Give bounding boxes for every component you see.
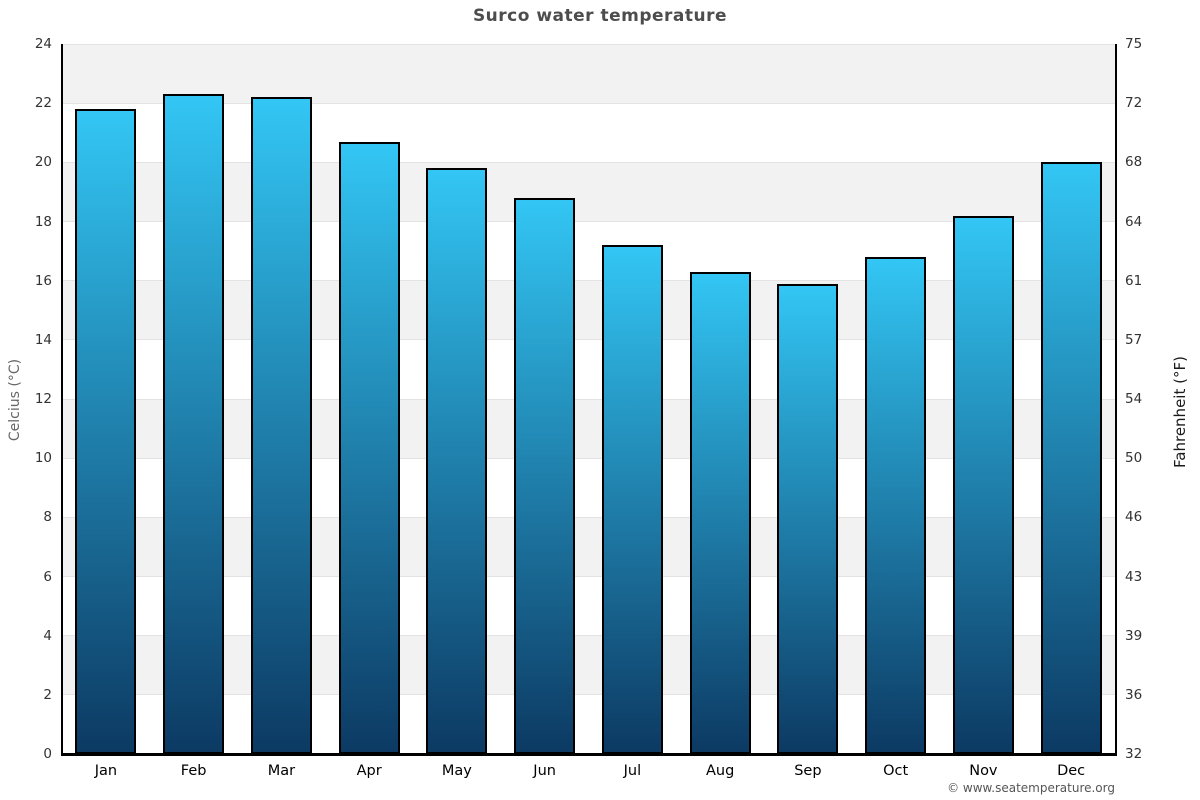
y-tick-label-16c: 16	[34, 272, 52, 289]
y-tick-label-75f: 75	[1125, 36, 1143, 52]
y-tick-label-36f: 36	[1125, 686, 1143, 703]
bar-jul	[601, 245, 663, 754]
background-band	[62, 458, 1115, 518]
x-tick-label-oct: Oct	[883, 763, 909, 779]
gridline	[62, 635, 1115, 637]
bar-nov	[952, 215, 1014, 754]
y-tick-label-6c: 6	[43, 568, 52, 585]
background-band	[62, 280, 1115, 340]
y-tick-label-54f: 54	[1125, 391, 1143, 407]
bar-feb	[163, 94, 225, 754]
background-band	[62, 162, 1115, 222]
y-tick-label-32f: 32	[1125, 746, 1143, 762]
gridline	[62, 43, 1115, 45]
x-tick-label-jun: Jun	[533, 763, 556, 779]
y-tick-label-46f: 46	[1125, 509, 1143, 526]
y-tick-label-8c: 8	[43, 509, 52, 526]
bar-may	[426, 168, 488, 754]
bar-dec	[1040, 162, 1102, 754]
x-tick-label-feb: Feb	[180, 763, 207, 779]
gridline	[62, 516, 1115, 518]
bar-apr	[338, 141, 400, 754]
y-tick-label-10c: 10	[34, 450, 52, 467]
y-tick-label-39f: 39	[1125, 627, 1143, 644]
y-tick-label-14c: 14	[34, 331, 52, 348]
bar-sep	[777, 283, 839, 754]
y-tick-label-2c: 2	[43, 686, 52, 703]
y-tick-label-72f: 72	[1125, 95, 1143, 112]
gridline	[62, 398, 1115, 400]
y-tick-label-12c: 12	[34, 391, 52, 407]
y-tick-label-61f: 61	[1125, 272, 1143, 289]
x-tick-label-aug: Aug	[705, 763, 735, 779]
x-tick-label-apr: Apr	[356, 763, 382, 779]
y-tick-label-24c: 24	[34, 36, 52, 52]
gridline	[62, 457, 1115, 459]
y-tick-label-18c: 18	[34, 213, 52, 230]
background-band	[62, 103, 1115, 163]
background-band	[62, 517, 1115, 577]
y-axis-line-left	[61, 44, 63, 756]
x-tick-label-may: May	[441, 763, 472, 779]
background-band	[62, 44, 1115, 104]
y-tick-label-68f: 68	[1125, 154, 1143, 171]
y-tick-label-50f: 50	[1125, 450, 1143, 467]
y-tick-label-64f: 64	[1125, 213, 1143, 230]
gridline	[62, 694, 1115, 696]
x-tick-label-sep: Sep	[794, 763, 822, 779]
y-tick-label-20c: 20	[34, 154, 52, 171]
background-band	[62, 399, 1115, 459]
y-tick-label-43f: 43	[1125, 568, 1143, 585]
x-tick-label-mar: Mar	[267, 763, 296, 779]
chart-title: Surco water temperature	[472, 6, 728, 26]
y-tick-label-4c: 4	[43, 627, 52, 644]
gridline	[62, 221, 1115, 222]
gridline	[62, 280, 1115, 282]
y-tick-label-0c: 0	[43, 746, 52, 762]
background-band	[62, 635, 1115, 695]
x-tick-label-jan: Jan	[94, 763, 118, 779]
x-tick-label-jul: Jul	[623, 763, 642, 779]
gridline	[62, 576, 1115, 577]
gridline	[62, 161, 1115, 163]
copyright-text: © www.seatemperature.org	[947, 781, 1115, 795]
x-axis-line	[61, 753, 1117, 756]
bar-aug	[689, 271, 751, 754]
bar-jun	[514, 197, 576, 754]
gridline	[62, 102, 1115, 104]
gridline	[62, 339, 1115, 341]
bar-oct	[865, 257, 927, 754]
x-tick-label-dec: Dec	[1057, 763, 1086, 779]
y-tick-label-57f: 57	[1125, 331, 1143, 348]
bar-jan	[75, 109, 137, 754]
background-band	[62, 339, 1115, 399]
x-tick-label-nov: Nov	[969, 763, 998, 779]
background-band	[62, 694, 1115, 754]
y-axis-line-right	[1115, 44, 1117, 756]
background-band	[62, 221, 1115, 281]
bar-mar	[250, 97, 312, 754]
background-band	[62, 576, 1115, 636]
y-tick-label-22c: 22	[34, 95, 52, 112]
